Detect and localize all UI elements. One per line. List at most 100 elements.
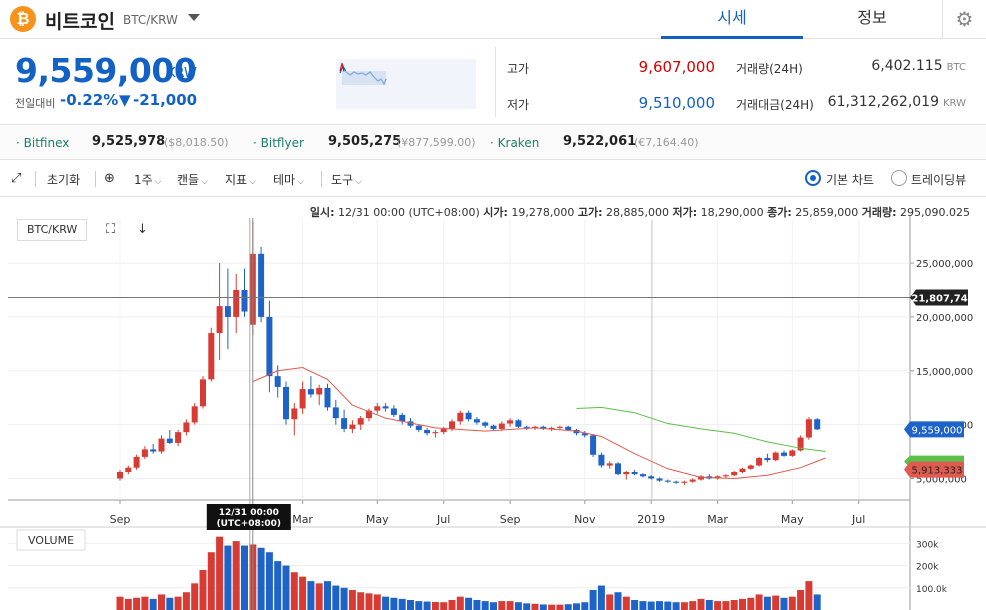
basic-chart-label[interactable]: 기본 차트 (826, 173, 874, 187)
download-arrow-icon[interactable]: ↓ (137, 222, 148, 237)
volume-bar (797, 590, 805, 610)
candlestick-chart[interactable]: 25,000,00020,000,00015,000,00010,000,000… (0, 198, 986, 610)
candle-body (764, 458, 771, 461)
volume-bar (631, 600, 639, 610)
volume-bar (622, 596, 630, 610)
period-select[interactable]: 1주 ⌵ (134, 171, 162, 188)
candle-body (191, 406, 198, 423)
volume-bar (689, 601, 697, 610)
gear-icon[interactable]: ⚙ (942, 0, 986, 39)
candle-body (714, 476, 721, 479)
candle-body (407, 421, 414, 426)
volume-bar (739, 598, 746, 610)
volume-bar (581, 602, 589, 610)
candle-body (590, 435, 597, 455)
candle-body (241, 290, 248, 312)
exchange-name[interactable]: · Bitflyer (253, 136, 304, 150)
open-label: 시가: (483, 206, 508, 219)
candle-body (507, 420, 514, 424)
open-value: 19,278,000 (511, 206, 575, 219)
close-value: 25,859,000 (795, 206, 859, 219)
theme-select[interactable]: 테마 ⌵ (273, 171, 304, 188)
tools-select[interactable]: 도구 ⌵ (331, 171, 362, 188)
candle-body (581, 433, 588, 436)
tradingview-radio[interactable] (891, 170, 907, 186)
crosshair-price-text: 21,807,745 (911, 293, 974, 304)
volume-bar (166, 597, 174, 610)
volume-bar (365, 593, 373, 610)
candle-body (324, 388, 331, 408)
down-arrow-icon: ▼ (119, 91, 131, 109)
crosshair-date-tz: (UTC+08:00) (217, 519, 281, 529)
volume-bar (274, 561, 282, 610)
volume-bar (755, 594, 763, 610)
chevron-down-icon[interactable] (188, 14, 200, 21)
volume-bar (448, 600, 456, 610)
current-price: 9,559,000 (15, 51, 197, 90)
volume-bar (348, 590, 356, 610)
volume-bar (672, 602, 680, 610)
tradingview-label[interactable]: 트레이딩뷰 (911, 173, 967, 187)
candle-body (233, 290, 240, 317)
volume-bar (431, 602, 439, 610)
low-label: 저가: (672, 206, 698, 219)
volume-bar (747, 597, 755, 610)
candle-body (150, 449, 157, 452)
fullscreen-icon[interactable]: ⛶ (106, 222, 116, 237)
reset-button[interactable]: 초기화 (47, 173, 81, 187)
volume-bar (440, 602, 448, 610)
candle-body (382, 406, 389, 409)
volume-value: 6,402.115 (871, 58, 943, 74)
exchange-sub: (€7,164.40) (634, 136, 699, 149)
candle-body (781, 452, 787, 456)
ohlc-info-line: 일시: 12/31 00:00 (UTC+08:00) 시가: 19,278,0… (310, 204, 970, 220)
volume-bar (407, 600, 414, 610)
price-chart-area[interactable]: 25,000,00020,000,00015,000,00010,000,000… (0, 198, 986, 610)
candle-body (283, 386, 289, 420)
volume-tick-label: 100.0k (916, 585, 948, 595)
chevron-down-icon: ⌵ (201, 177, 208, 187)
exchange-name[interactable]: · Kraken (490, 136, 540, 150)
exchange-name[interactable]: · Bitfinex (16, 136, 70, 150)
volume-bar (639, 601, 647, 610)
volume-bar (332, 585, 340, 610)
volume-bar (290, 572, 298, 610)
divider (321, 171, 322, 187)
indicator-select[interactable]: 지표 ⌵ (225, 171, 256, 188)
volume-bar (498, 601, 506, 610)
x-tick-label: Nov (574, 513, 596, 526)
candle-body (125, 467, 132, 472)
price-summary: 9,559,000 KRW 전일대비 -0.22% ▼ -21,000 고가 9… (0, 39, 986, 125)
mini-chart-svg (339, 62, 387, 86)
candle-body (540, 426, 547, 429)
volume-bar (481, 601, 489, 610)
candle-body (532, 426, 538, 428)
volume-bar (539, 604, 547, 610)
candle-body (814, 419, 821, 430)
candle-select[interactable]: 캔들 ⌵ (177, 171, 208, 188)
chevron-down-icon: ⌵ (154, 177, 162, 187)
candle-body (258, 253, 265, 317)
pair-legend[interactable]: BTC/KRW (17, 219, 88, 241)
mini-chart-open-marker (339, 62, 345, 73)
tab-info[interactable]: 정보 (857, 8, 887, 27)
globe-icon[interactable]: ⊕ (104, 171, 115, 186)
mini-price-chart (336, 59, 476, 109)
candle-body (332, 407, 339, 419)
tab-price[interactable]: 시세 (661, 0, 803, 39)
expand-icon[interactable]: ⤢ (11, 171, 22, 186)
candle-body (299, 389, 306, 409)
divider (495, 47, 496, 117)
volume-bar (282, 565, 290, 610)
candle-body (117, 472, 123, 479)
exchange-price: 9,522,061 (563, 134, 637, 149)
volume-bar (763, 596, 771, 610)
basic-chart-radio[interactable] (805, 170, 821, 186)
volume-bar (299, 576, 307, 610)
candle-body (515, 420, 522, 427)
exchange-bar: · Bitfinex 9,525,978 ($8,018.50) · Bitfl… (0, 126, 986, 160)
volume-bar (714, 601, 722, 610)
volume-bar (664, 601, 672, 610)
ma-tag-text: 5,913,333 (912, 466, 963, 477)
volume-bar (149, 598, 157, 610)
